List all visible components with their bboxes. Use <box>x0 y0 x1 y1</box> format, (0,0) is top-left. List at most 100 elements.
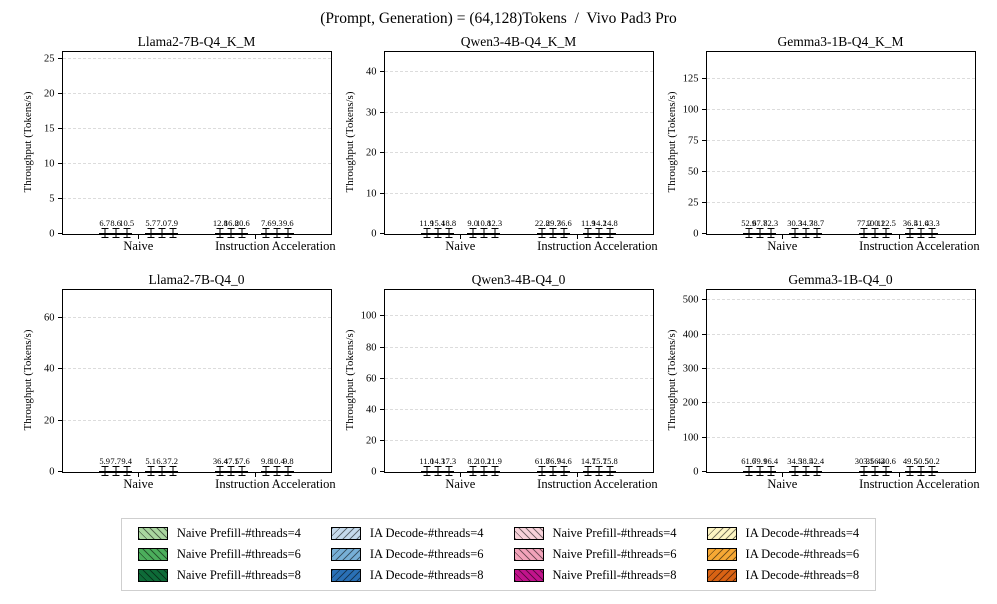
error-bar <box>928 466 936 476</box>
bar-value-label: 14.8 <box>602 218 618 228</box>
y-tick-mark <box>701 402 707 404</box>
error-bar <box>606 466 614 476</box>
bar: 29.7 <box>546 218 561 238</box>
error-bar <box>860 466 868 476</box>
gridline <box>384 111 653 113</box>
bar-value-label: 18.8 <box>441 218 457 228</box>
legend-swatch <box>330 527 361 540</box>
error-bar <box>813 228 821 238</box>
error-bar <box>549 466 557 476</box>
bar-value-label: 11.9 <box>581 218 596 228</box>
bar: 5.7 <box>145 218 157 238</box>
series-group: 5.1 6.3 7.2 <box>145 456 179 476</box>
error-bar <box>595 466 603 476</box>
bar: 7.2 <box>167 456 179 476</box>
bar-value-label: 122.5 <box>876 218 896 228</box>
legend-item: IA Decode-#threads=6 <box>330 547 484 562</box>
series-group: 34.5 38.5 42.4 <box>787 456 824 476</box>
bar: 6.7 <box>99 218 111 238</box>
plot-area: 0 100 200 300 400 500 61.6 79.1 96.4 34.5 38.5 42.4… <box>683 289 976 478</box>
y-tick-label: 10 <box>44 158 55 170</box>
error-bar <box>469 466 477 476</box>
series-group: 14.7 15.7 15.8 <box>581 456 618 476</box>
legend-label: Naive Prefill-#threads=8 <box>552 568 677 582</box>
category-cluster: 11.9 15.4 18.8 9.0 10.8 12.3 <box>419 52 502 238</box>
bar-value-label: 61.6 <box>741 456 757 466</box>
y-tick-label: 0 <box>693 466 699 478</box>
bars-area: 61.6 79.1 96.4 34.5 38.5 42.4 303.1 356.2 440.6 4… <box>707 290 975 476</box>
y-tick-label: 40 <box>366 66 377 78</box>
error-bar <box>882 228 890 238</box>
legend-swatch <box>137 527 168 540</box>
bars-area: 11.0 14.3 17.3 8.2 10.2 11.9 61.8 76.7 94.6 14.7 1… <box>385 290 653 476</box>
y-tick-mark <box>57 317 63 319</box>
bar-value-label: 9.6 <box>283 218 294 228</box>
legend: Naive Prefill-#threads=4 IA Decode-#threa… <box>120 518 877 591</box>
legend-swatch <box>137 548 168 561</box>
bar-value-label: 15.4 <box>430 218 446 228</box>
bar: 41.0 <box>914 218 929 238</box>
charts-grid: Llama2-7B-Q4_K_M Throughput (Tokens/s) 0… <box>0 32 997 508</box>
bar: 43.3 <box>925 218 940 238</box>
figure-title: (Prompt, Generation) = (64,128)Tokens / … <box>320 10 677 27</box>
y-tick-label: 200 <box>682 397 699 409</box>
legend-label: IA Decode-#threads=8 <box>745 568 860 582</box>
error-bar <box>101 228 109 238</box>
y-tick-label: 100 <box>682 432 699 444</box>
y-tick-mark <box>379 408 385 410</box>
bar: 5.1 <box>145 456 157 476</box>
bar-value-label: 14.2 <box>591 218 607 228</box>
legend-swatch <box>706 527 737 540</box>
bar: 14.2 <box>592 218 607 238</box>
bar-value-label: 38.7 <box>809 218 825 228</box>
error-bar <box>238 228 246 238</box>
error-bar <box>158 466 166 476</box>
category-cluster: 61.6 79.1 96.4 34.5 38.5 42.4 <box>741 290 824 476</box>
series-group: 12.8 16.8 20.6 <box>213 218 250 238</box>
y-tick-label: 80 <box>366 342 377 354</box>
error-bar <box>112 228 120 238</box>
series-group: 11.9 14.2 14.8 <box>581 218 618 238</box>
gridline <box>62 128 331 129</box>
y-tick-label: 10 <box>366 188 377 200</box>
error-bar <box>112 466 120 476</box>
category-cluster: 36.4 47.1 57.6 9.8 10.4 9.8 <box>212 290 294 476</box>
bar-value-label: 96.4 <box>763 456 779 466</box>
y-tick-mark <box>379 192 385 194</box>
legend-label: IA Decode-#threads=4 <box>745 526 860 540</box>
bar: 6.3 <box>156 456 168 476</box>
gridline <box>62 368 331 370</box>
y-tick-mark <box>57 233 63 234</box>
gridline <box>706 171 975 173</box>
gridline <box>62 58 331 59</box>
error-bar <box>491 228 499 238</box>
y-tick-label: 500 <box>682 294 699 306</box>
error-bar <box>549 228 557 238</box>
error-bar <box>538 228 546 238</box>
series-group: 22.8 29.7 36.6 <box>535 218 572 238</box>
bars-area: 5.9 7.7 9.4 5.1 6.3 7.2 36.4 47.1 57.6 9.8 10.4 9.8 <box>63 290 331 476</box>
x-tick-label: Naive <box>421 235 500 257</box>
bar: 7.0 <box>156 218 168 238</box>
chart-panel: Llama2-7B-Q4_0 Throughput (Tokens/s) 0 20… <box>16 270 338 508</box>
legend-label: IA Decode-#threads=6 <box>745 547 860 561</box>
error-bar <box>584 228 592 238</box>
y-tick-label: 60 <box>366 373 377 385</box>
bar: 303.1 <box>855 456 874 476</box>
gridline <box>706 299 975 301</box>
category-cluster: 12.8 16.8 20.6 7.6 9.3 9.6 <box>213 52 294 238</box>
y-tick-mark <box>379 315 385 317</box>
error-bar <box>767 466 775 476</box>
x-axis-labels: Naive Instruction Acceleration <box>384 473 658 495</box>
gridline <box>706 202 975 204</box>
legend-item: Naive Prefill-#threads=4 <box>513 526 677 541</box>
error-bar <box>169 228 177 238</box>
error-bar <box>584 466 592 476</box>
bar: 9.8 <box>260 456 272 476</box>
bar-value-label: 7.2 <box>167 456 178 466</box>
y-tick-label: 60 <box>44 312 55 324</box>
x-tick-label: Instruction Acceleration <box>859 473 980 495</box>
bar-value-label: 36.4 <box>212 456 228 466</box>
gridline <box>706 367 975 369</box>
bar-value-label: 12.8 <box>212 218 228 228</box>
